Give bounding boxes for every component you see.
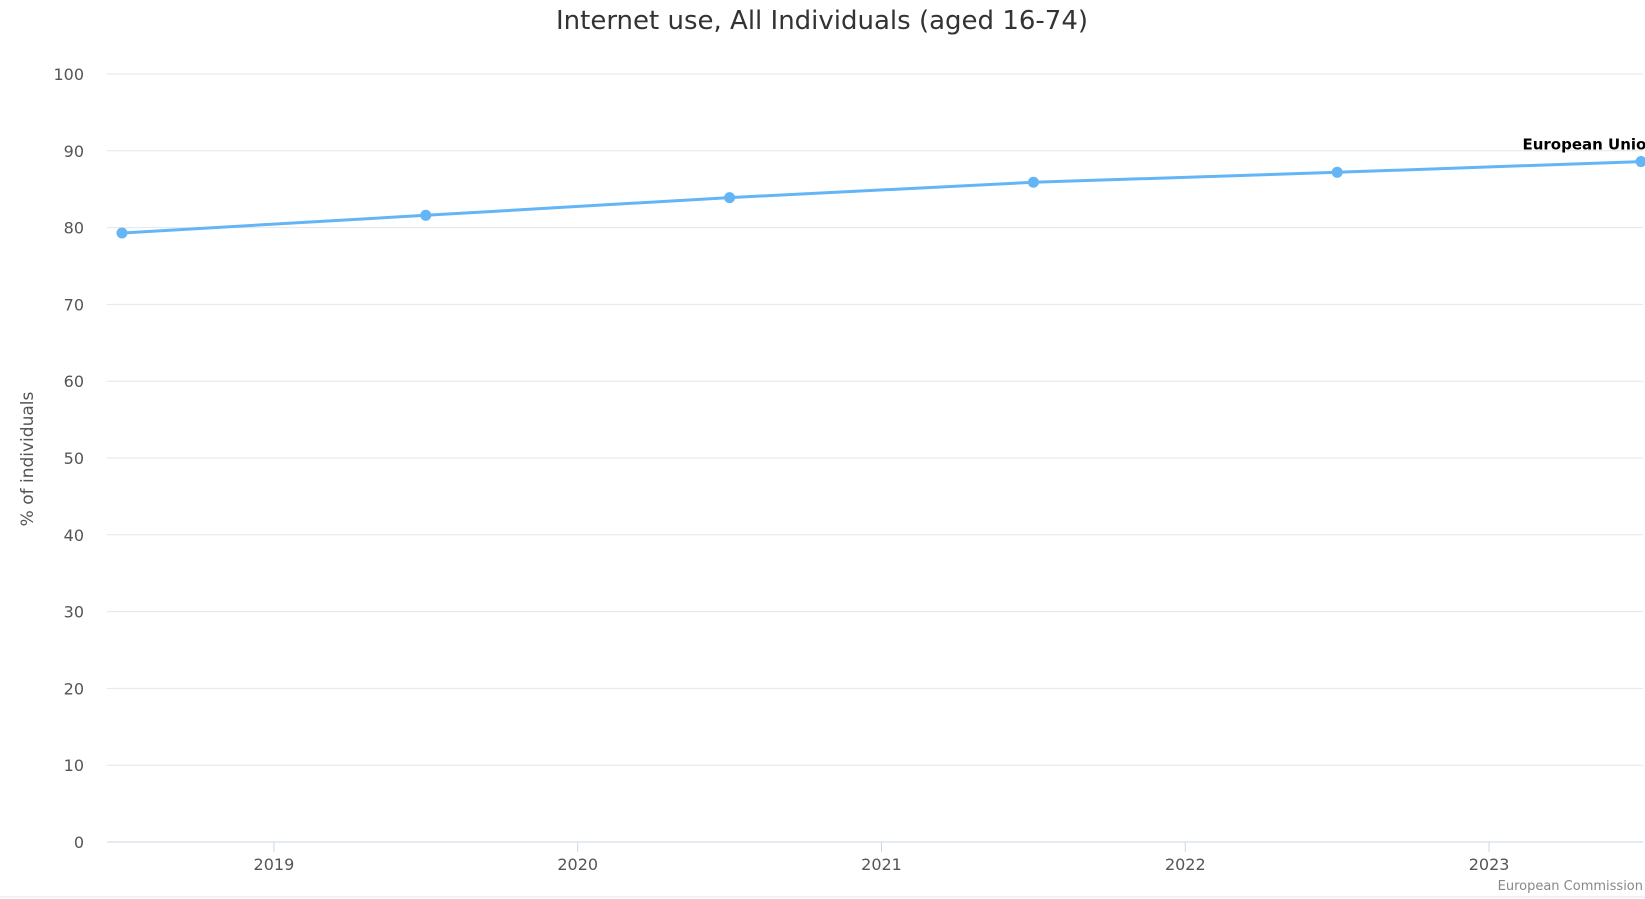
y-tick-label: 70 (64, 295, 84, 314)
x-axis-ticks: 2019 2020 2021 2022 2023 (254, 842, 1510, 874)
x-tick-label: 2023 (1469, 855, 1510, 874)
series-line[interactable] (120, 160, 1643, 235)
x-tick-label: 2021 (861, 855, 902, 874)
chart-title: Internet use, All Individuals (aged 16-7… (556, 6, 1088, 36)
y-tick-label: 80 (64, 219, 84, 238)
data-point[interactable] (1027, 176, 1039, 188)
x-tick-label: 2019 (254, 855, 295, 874)
y-axis-tick-labels: 0 10 20 30 40 50 60 70 80 90 100 (53, 65, 84, 852)
x-tick-label: 2020 (557, 855, 598, 874)
y-tick-label: 0 (74, 833, 84, 852)
series-name-label: European Union (1522, 136, 1645, 154)
data-point[interactable] (1635, 156, 1645, 168)
data-point[interactable] (1331, 166, 1343, 178)
y-tick-label: 60 (64, 372, 84, 391)
y-tick-label: 20 (64, 679, 84, 698)
series-layer: European Union (116, 136, 1645, 239)
credits-text[interactable]: European Commission (1498, 879, 1643, 894)
y-tick-label: 40 (64, 526, 84, 545)
y-tick-label: 30 (64, 603, 84, 622)
y-axis-title: % of individuals (18, 392, 38, 527)
y-tick-label: 50 (64, 449, 84, 468)
data-point[interactable] (420, 209, 432, 221)
data-point[interactable] (116, 227, 128, 239)
y-tick-label: 90 (64, 142, 84, 161)
data-point[interactable] (724, 192, 736, 204)
x-tick-label: 2022 (1165, 855, 1206, 874)
grid-lines (107, 73, 1643, 766)
y-tick-label: 100 (53, 65, 84, 84)
y-tick-label: 10 (64, 756, 84, 775)
